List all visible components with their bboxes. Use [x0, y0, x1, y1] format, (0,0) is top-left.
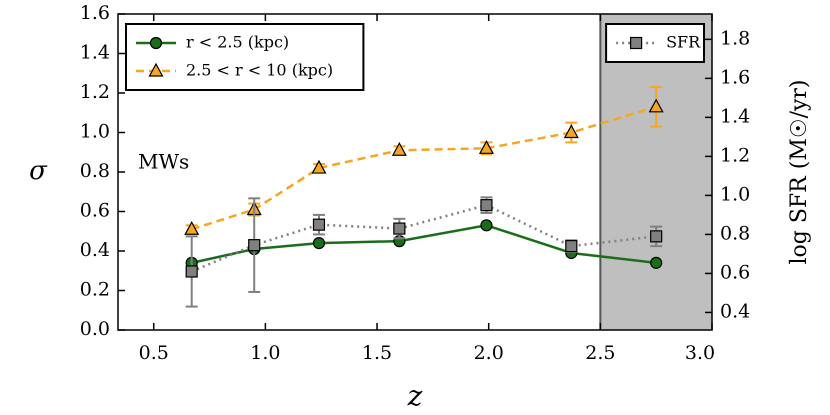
x-tick-label: 1.5 — [362, 342, 392, 364]
y2-tick-label: 0.4 — [720, 300, 750, 322]
x-tick-label: 3.0 — [685, 342, 715, 364]
series-line — [191, 105, 657, 231]
y-tick-label: 0.6 — [80, 200, 110, 222]
marker — [391, 142, 407, 156]
x-tick-label: 2.5 — [585, 342, 615, 364]
marker — [393, 222, 406, 235]
marker — [565, 240, 578, 253]
marker — [629, 36, 643, 50]
y2-tick-label: 1.6 — [720, 66, 750, 88]
y2-tick-label: 1.2 — [720, 144, 750, 166]
y2-tick-label: 0.8 — [720, 222, 750, 244]
y2-tick-label: 0.6 — [720, 261, 750, 283]
marker — [478, 140, 494, 154]
legend-label: 2.5 < r < 10 (kpc) — [186, 61, 333, 80]
legend-box — [125, 23, 365, 91]
y-tick-label: 0.4 — [80, 239, 110, 261]
y-tick-label: 1.4 — [80, 42, 110, 64]
marker — [480, 219, 493, 232]
annotation: MWs — [138, 150, 189, 174]
x-tick-label: 1.0 — [250, 342, 280, 364]
marker — [148, 62, 164, 77]
y-tick-label: 0.2 — [80, 279, 110, 301]
y-tick-label: 0.8 — [80, 160, 110, 182]
y-tick-label: 0.0 — [80, 318, 110, 340]
marker — [650, 230, 663, 243]
legend: SFR — [605, 23, 705, 63]
y-tick-label: 1.0 — [80, 121, 110, 143]
marker — [648, 98, 664, 113]
marker — [248, 239, 261, 252]
x-tick-label: 0.5 — [139, 342, 169, 364]
legend-label: SFR — [666, 33, 701, 52]
y2-axis-label: log SFR (M☉/yr) — [787, 79, 812, 264]
y2-tick-label: 1.4 — [720, 105, 750, 127]
marker — [650, 256, 663, 269]
marker — [312, 218, 326, 231]
marker — [311, 159, 327, 174]
marker — [563, 124, 579, 139]
x-axis-label: z — [407, 380, 423, 413]
y-tick-label: 1.6 — [80, 2, 110, 24]
y-axis-label: σ — [29, 156, 48, 186]
marker — [185, 265, 198, 278]
y2-tick-label: 1.0 — [720, 183, 750, 205]
y-tick-label: 1.2 — [80, 81, 110, 103]
shaded-region — [600, 14, 712, 330]
plot-frame — [117, 13, 713, 331]
marker — [480, 199, 493, 212]
x-tick-label: 2.0 — [474, 342, 504, 364]
marker — [184, 221, 200, 235]
legend-label: r < 2.5 (kpc) — [186, 33, 289, 52]
y2-tick-label: 1.8 — [720, 27, 750, 49]
marker — [149, 36, 163, 50]
marker — [312, 237, 326, 250]
legend: r < 2.5 (kpc) 2.5 < r < 10 (kpc) — [125, 23, 365, 91]
